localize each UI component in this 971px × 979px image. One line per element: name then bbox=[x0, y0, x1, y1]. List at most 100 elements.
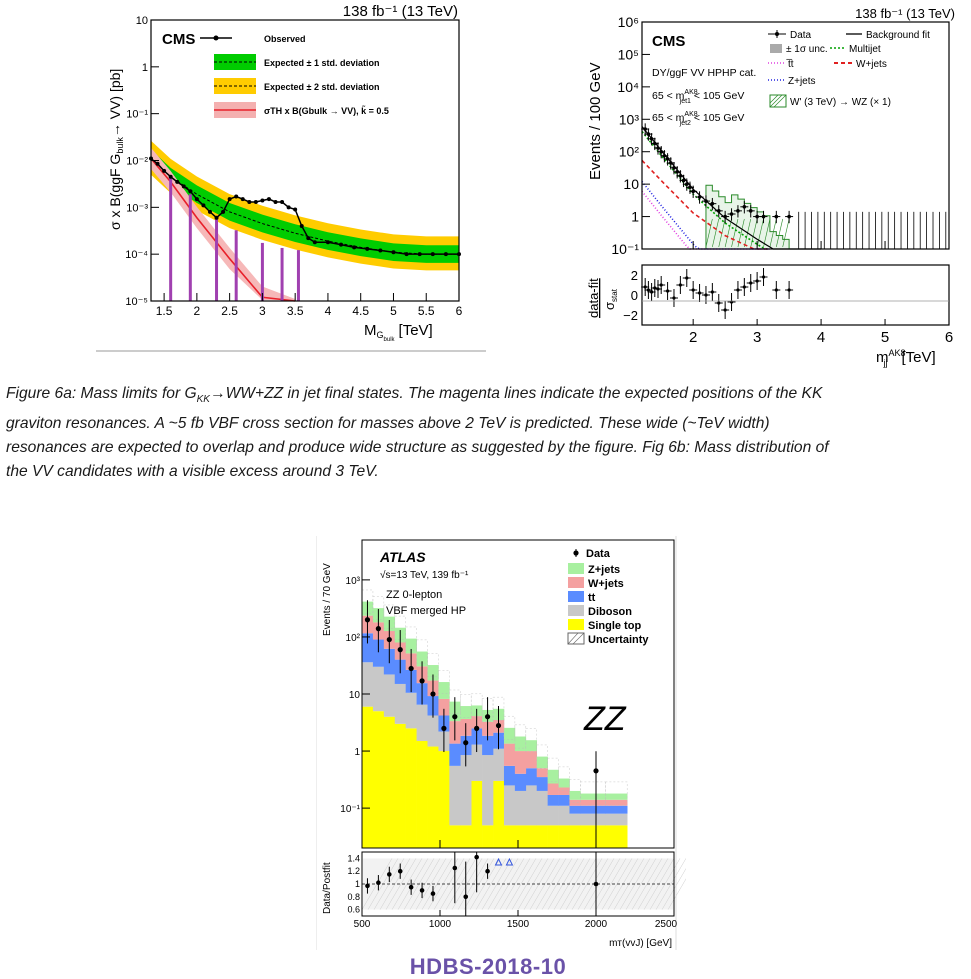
data-point bbox=[364, 617, 371, 623]
x-tick-label: 3.5 bbox=[287, 304, 304, 318]
figure-caption: Figure 6a: Mass limits for GKK→WW+ZZ in … bbox=[6, 382, 964, 484]
y-tick-label: 10⁻¹ bbox=[611, 241, 639, 257]
observed-point bbox=[299, 223, 304, 228]
ratio-hatch bbox=[385, 858, 417, 910]
data-point bbox=[408, 665, 414, 672]
ratio-tick-label: −2 bbox=[623, 308, 638, 323]
ratio-tick-label: 0.6 bbox=[347, 905, 360, 915]
zjets-bar bbox=[514, 736, 527, 752]
data-point bbox=[452, 714, 458, 720]
uncertainty-band bbox=[372, 596, 385, 620]
cms-mass-plot: 2 3 4 5 6 10⁶ 10⁵ 10⁴ 10³ 10² 10 1 10⁻¹ 2 0 −2 138 fb⁻¹… bbox=[586, 6, 955, 368]
tt-bar bbox=[362, 633, 374, 663]
ratio-point bbox=[697, 291, 702, 295]
diboson-bar bbox=[493, 748, 505, 781]
single-top-bar bbox=[580, 825, 606, 848]
diboson-bar bbox=[383, 674, 396, 717]
ratio-point bbox=[463, 894, 469, 900]
ratio-point bbox=[736, 288, 740, 292]
y-tick-label: 1 bbox=[354, 747, 360, 758]
signal-hatch bbox=[776, 218, 784, 248]
wjets-bar bbox=[569, 799, 581, 806]
legend-diboson: Diboson bbox=[588, 606, 632, 618]
zjets-bar bbox=[438, 682, 450, 699]
expected-1sd-band bbox=[151, 149, 459, 263]
observed-point bbox=[312, 240, 317, 245]
single-top-bar bbox=[605, 825, 628, 848]
x-tick-label: 5.5 bbox=[418, 304, 435, 318]
main-frame bbox=[361, 539, 675, 849]
ratio-hatch bbox=[595, 858, 627, 910]
observed-point bbox=[162, 168, 167, 173]
wjets-bar bbox=[536, 768, 548, 778]
single-top-bar bbox=[416, 741, 428, 848]
uncertainty-band bbox=[605, 781, 628, 806]
data-point bbox=[649, 137, 654, 141]
diboson-bar bbox=[394, 683, 406, 724]
observed-point bbox=[227, 197, 232, 202]
ratio-tick-label: 1.2 bbox=[347, 866, 360, 876]
lumi-label: 138 fb⁻¹ (13 TeV) bbox=[855, 6, 955, 21]
x-tick-label: 4 bbox=[325, 304, 332, 318]
y-axis-label: Events / 70 GeV bbox=[322, 563, 333, 636]
observed-point bbox=[188, 189, 193, 194]
single-top-bar bbox=[372, 711, 385, 848]
observed-point bbox=[430, 252, 435, 257]
ratio-hatch bbox=[415, 858, 447, 910]
observed-point bbox=[352, 245, 357, 250]
x-tick-label: 2500 bbox=[655, 919, 678, 930]
legend-wjets: W+jets bbox=[856, 59, 887, 70]
atlas-figure: 500 1000 1500 2000 2500 10³ 10² 10 1 10⁻¹ 1.4 1.2 1 0… bbox=[315, 536, 699, 950]
y-tick-label: 1 bbox=[631, 209, 639, 225]
data-point bbox=[691, 189, 695, 194]
cut1-label: 65 < mAK8 jet1 < 105 GeV bbox=[652, 89, 744, 105]
data-point bbox=[678, 174, 683, 178]
data-point bbox=[643, 127, 647, 131]
data-point bbox=[659, 149, 663, 154]
data-point bbox=[787, 214, 791, 219]
diboson-bar bbox=[536, 790, 548, 826]
zjets-bar bbox=[503, 727, 516, 744]
single-top-bar bbox=[536, 825, 548, 848]
zjets-bar bbox=[536, 756, 548, 769]
data-point bbox=[704, 199, 708, 203]
ratio-hatch bbox=[655, 858, 687, 910]
observed-point bbox=[214, 215, 219, 220]
observed-point bbox=[378, 248, 383, 253]
uncertainty-band bbox=[492, 696, 505, 721]
data-point bbox=[675, 170, 679, 174]
ratio-point bbox=[742, 285, 746, 289]
y-tick-label: 10 bbox=[623, 176, 639, 192]
zjets-bar bbox=[460, 706, 472, 719]
ratio-point bbox=[646, 288, 650, 292]
uncertainty-band bbox=[394, 615, 406, 640]
wjets-bar bbox=[558, 787, 570, 795]
wjets-bar bbox=[514, 751, 527, 774]
wjets-bar bbox=[547, 783, 559, 795]
observed-point bbox=[273, 199, 278, 204]
signal-histogram bbox=[705, 184, 790, 250]
tt-bar bbox=[372, 639, 385, 667]
y-tick-label: 10⁻⁵ bbox=[125, 296, 148, 308]
diboson-bar bbox=[416, 704, 428, 742]
cms-limit-figure: 1.5 2 2.5 3 3.5 4 4.5 5 5.5 6 10 1 10⁻¹ 10⁻² 10⁻³ 10⁻⁴ 1… bbox=[96, 0, 486, 352]
data-point bbox=[710, 201, 715, 206]
caption-line-1: Figure 6a: Mass limits for GKK→WW+ZZ in … bbox=[6, 385, 823, 406]
y-axis-label: Events / 100 GeV bbox=[587, 62, 604, 180]
x-axis-label: mAK8 jj [TeV] bbox=[876, 348, 936, 368]
tt-bar bbox=[605, 805, 628, 814]
y-tick-label: 10⁴ bbox=[617, 79, 639, 95]
diboson-bar bbox=[372, 666, 385, 712]
x-tick-label: 500 bbox=[354, 919, 371, 930]
tt-bar bbox=[525, 768, 538, 786]
experiment-label: CMS bbox=[652, 33, 685, 50]
zjets-bar bbox=[580, 793, 606, 800]
data-point bbox=[495, 722, 502, 729]
observed-point bbox=[168, 174, 173, 179]
ratio-frame bbox=[641, 264, 950, 326]
ratio-point bbox=[649, 290, 654, 294]
ratio-y-den: σstat bbox=[602, 288, 619, 310]
observed-point bbox=[201, 203, 206, 208]
observed-point bbox=[325, 240, 330, 245]
legend-unc: ± 1σ unc. bbox=[786, 44, 828, 55]
